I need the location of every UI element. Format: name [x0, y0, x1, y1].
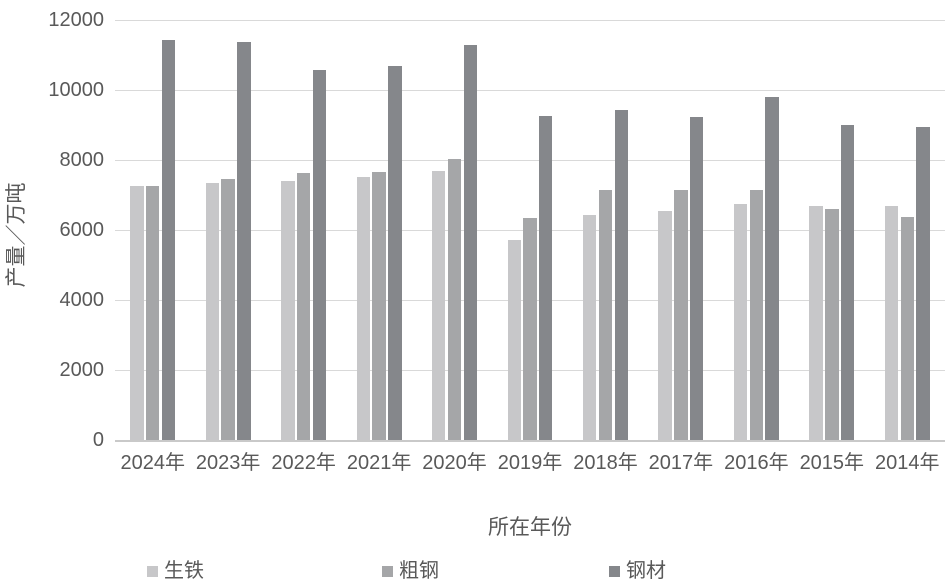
bar-钢材-2018年	[614, 110, 628, 440]
x-tick-label: 2016年	[724, 452, 789, 474]
gridline	[115, 89, 945, 91]
legend-label: 钢材	[626, 560, 666, 582]
legend-item-钢材: 钢材	[609, 560, 666, 582]
y-tick-label: 10000	[48, 79, 104, 101]
bar-粗钢-2023年	[221, 178, 235, 440]
x-tick-label: 2023年	[195, 452, 261, 474]
bar-钢材-2024年	[161, 39, 176, 440]
x-tick-label: 2020年	[422, 452, 487, 474]
legend-swatch-icon	[609, 565, 620, 577]
y-tick-label: 0	[92, 429, 104, 451]
bar-粗钢-2022年	[296, 173, 311, 440]
legend-label: 生铁	[164, 560, 204, 582]
legend-item-生铁: 生铁	[147, 560, 204, 582]
bar-粗钢-2017年	[674, 190, 688, 440]
bar-钢材-2014年	[916, 127, 930, 440]
bar-粗钢-2019年	[523, 218, 537, 440]
bar-生铁-2023年	[205, 183, 220, 440]
y-tick-label: 4000	[59, 289, 105, 311]
y-axis-title: 产量／万吨	[5, 182, 28, 288]
bar-钢材-2023年	[237, 42, 251, 440]
bar-钢材-2020年	[463, 45, 478, 440]
y-tick-label: 8000	[59, 149, 105, 171]
y-tick-label: 6000	[59, 219, 105, 241]
x-tick-label: 2022年	[271, 452, 336, 474]
bar-生铁-2017年	[658, 210, 672, 440]
bar-钢材-2015年	[840, 125, 855, 440]
gridline	[115, 19, 945, 21]
bar-钢材-2017年	[690, 117, 704, 440]
bar-生铁-2020年	[432, 171, 446, 440]
x-tick-label: 2015年	[799, 452, 865, 474]
bar-生铁-2014年	[884, 205, 899, 440]
x-tick-label: 2021年	[346, 452, 412, 474]
x-tick-label: 2018年	[573, 452, 638, 474]
bar-生铁-2022年	[281, 181, 295, 440]
x-tick-label: 2019年	[497, 452, 563, 474]
bar-生铁-2018年	[582, 215, 597, 440]
x-tick-label: 2017年	[648, 452, 714, 474]
bar-钢材-2022年	[312, 70, 327, 440]
legend-swatch-icon	[382, 565, 393, 577]
bar-生铁-2021年	[356, 177, 370, 440]
bar-粗钢-2015年	[825, 209, 839, 440]
legend-swatch-icon	[147, 565, 158, 577]
gridline	[115, 159, 945, 161]
bar-钢材-2021年	[388, 66, 402, 440]
bar-生铁-2024年	[130, 186, 144, 440]
bar-生铁-2016年	[733, 204, 748, 440]
bar-粗钢-2024年	[146, 186, 160, 440]
x-axis-title: 所在年份	[488, 516, 572, 539]
bar-粗钢-2018年	[598, 190, 613, 440]
bar-粗钢-2020年	[447, 159, 462, 440]
x-axis-line	[115, 440, 945, 442]
bar-钢材-2016年	[765, 97, 779, 440]
bar-钢材-2019年	[539, 115, 553, 440]
x-tick-label: 2014年	[875, 452, 940, 474]
bar-粗钢-2021年	[372, 171, 386, 440]
bar-生铁-2015年	[809, 205, 823, 440]
bar-生铁-2019年	[507, 240, 521, 440]
x-tick-label: 2024年	[120, 452, 185, 474]
y-tick-label: 2000	[59, 359, 105, 381]
bar-粗钢-2016年	[749, 190, 764, 440]
bar-粗钢-2014年	[900, 217, 914, 440]
y-tick-label: 12000	[48, 9, 104, 31]
legend-item-粗钢: 粗钢	[382, 560, 439, 582]
legend-label: 粗钢	[399, 560, 439, 582]
